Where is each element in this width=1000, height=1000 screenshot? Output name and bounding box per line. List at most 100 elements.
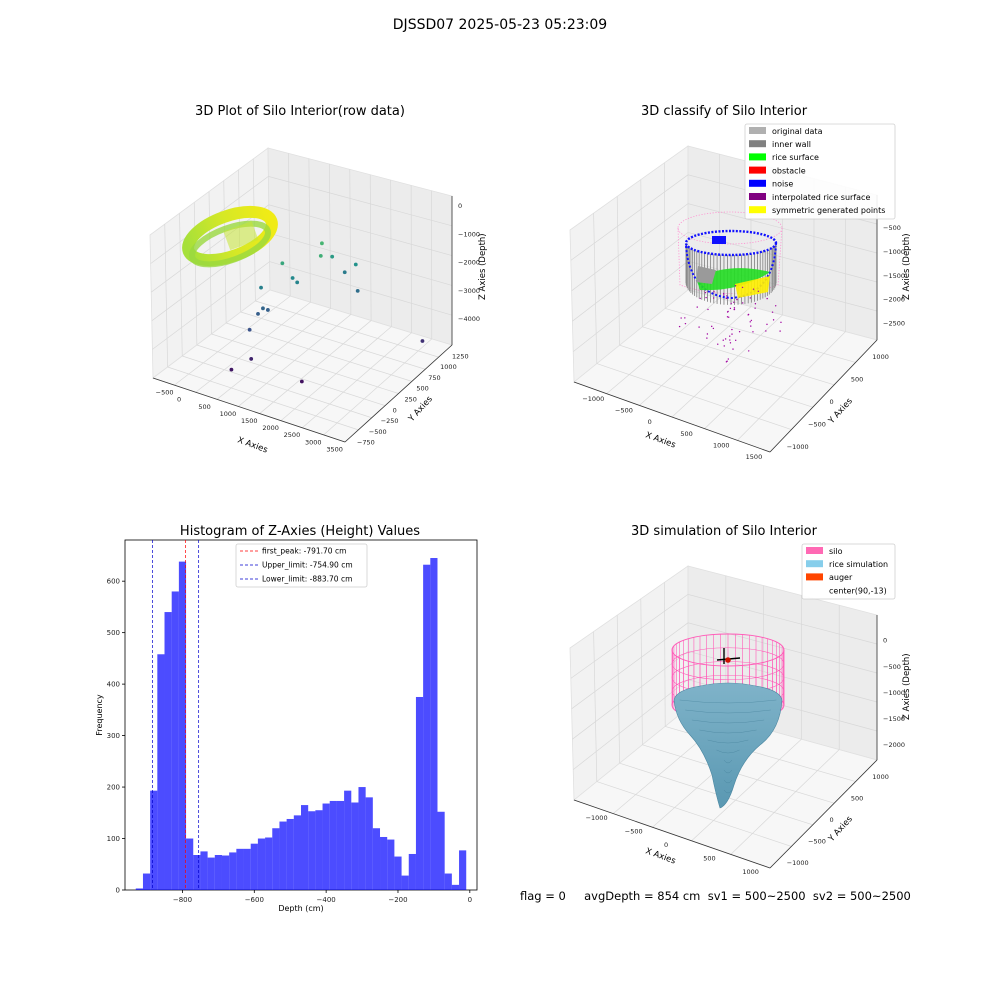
histogram-bar: [142, 873, 151, 890]
p2-x-tick: 1000: [713, 442, 730, 450]
plot1-silo-ring: [182, 205, 278, 268]
histogram-bar: [408, 853, 416, 890]
plot1-data-point: [320, 241, 324, 246]
histogram-bar: [135, 888, 143, 890]
plot1-data-point: [342, 270, 347, 275]
plot2-interpolated-point: [727, 316, 730, 318]
p2-y-tick: 500: [851, 376, 863, 384]
plot2-interpolated-point: [706, 333, 709, 335]
p4-y-tick: 0: [830, 816, 834, 824]
plot2-legend-swatch: [749, 193, 766, 200]
plot4-z-ticks: 0 −500 −1000 −1500 −2000: [883, 637, 905, 749]
p1-z-tick: 0: [458, 202, 462, 210]
p1-x-tick: 2000: [262, 424, 279, 432]
plot2-interpolated-point: [780, 321, 782, 324]
plot4-x-label: X Axies: [644, 846, 677, 866]
plot2-legend-swatch: [749, 140, 766, 148]
p4-x-tick: 500: [703, 855, 715, 863]
p2-y-tick: −500: [808, 420, 826, 428]
p1-x-tick: 3500: [326, 445, 343, 453]
p4-y-tick: 1000: [872, 773, 889, 781]
plot2-interpolated-point: [735, 339, 737, 342]
plot3-bars: [135, 558, 467, 890]
plot4-legend-label: rice simulation: [829, 560, 888, 569]
histogram-bar: [459, 850, 467, 890]
histogram-bar: [423, 564, 431, 890]
plot2-interpolated-point: [729, 307, 732, 310]
plot2-silo-cloud: [677, 211, 783, 363]
plot2-interpolated-point: [727, 358, 730, 360]
histogram-bar: [430, 558, 438, 890]
plot4-rice-mesh-line: [716, 749, 740, 754]
plot2-legend-label: rice surface: [772, 153, 819, 162]
plot2-interpolated-point: [726, 295, 728, 297]
x-tick-label: 0: [468, 896, 472, 904]
p4-z-tick: −1500: [883, 715, 905, 723]
plot1-z-ticks: 0 −1000 −2000 −3000 −4000: [458, 202, 480, 323]
histogram-bar: [387, 839, 395, 890]
plot4-rice-mesh-line: [723, 769, 733, 774]
plot2-interpolated-point: [713, 290, 715, 293]
p4-y-tick: 500: [851, 794, 863, 802]
plot1-x-label: X Axies: [236, 435, 269, 455]
p4-x-tick: −500: [625, 827, 643, 835]
histogram-bar: [236, 848, 244, 890]
plot1-data-point: [318, 254, 323, 258]
plot2-interpolated-point: [736, 298, 738, 301]
plot2-legend-swatch: [749, 179, 766, 187]
plot1-data-point: [355, 288, 360, 293]
y-tick-label: 200: [107, 784, 120, 792]
status-footer: flag = 0 avgDepth = 854 cm sv1 = 500~250…: [520, 889, 911, 903]
x-tick-label: −400: [317, 896, 336, 904]
plot2-interpolated-point: [712, 297, 715, 299]
plot2-x-ticks: −1000 −500 0 500 1000 1500: [582, 395, 762, 461]
plot2-interpolated-point: [766, 323, 768, 326]
p1-z-tick: −2000: [458, 259, 480, 267]
plot2-legend: original data inner wall rice surface obsta…: [744, 123, 896, 220]
p2-z-tick: −500: [883, 224, 901, 232]
plot2-legend-label: obstacle: [772, 166, 806, 175]
plot2-interpolated-point: [678, 325, 681, 328]
plot2-interpolated-point: [771, 311, 774, 313]
plot2-interpolated-point: [750, 319, 753, 322]
p4-x-tick: 0: [664, 841, 668, 849]
plot3-legend-label: Upper_limit: -754.90 cm: [262, 561, 353, 570]
plot3-x-ticks: −800 −600 −400 −200 0: [173, 890, 472, 904]
plot4-legend-label: auger: [829, 573, 853, 582]
plot3-y-ticks: 0 100 200 300 400 500 600: [107, 578, 125, 895]
plot4-legend-swatch: [806, 547, 823, 554]
plot2-interpolated-point: [749, 297, 752, 299]
histogram-bar: [286, 818, 294, 890]
plot2-interpolated-point: [734, 284, 737, 287]
histogram-bar: [164, 612, 172, 890]
p1-y-tick: −500: [369, 428, 387, 436]
plot2-interpolated-point: [684, 322, 687, 325]
plot3-title: Histogram of Z-Axies (Height) Values: [179, 524, 421, 539]
histogram-bar: [401, 875, 409, 890]
plot1-title: 3D Plot of Silo Interior(row data): [195, 104, 405, 119]
x-tick-label: −800: [173, 896, 192, 904]
histogram-bar: [157, 654, 165, 890]
p2-x-tick: 1500: [746, 453, 763, 461]
plot4-title: 3D simulation of Silo Interior: [631, 524, 817, 539]
p1-z-tick: −1000: [458, 230, 480, 238]
plot2-interpolated-point: [732, 348, 734, 350]
histogram-bar: [221, 855, 230, 890]
p1-x-tick: 2500: [284, 431, 301, 439]
plot1-data-point: [229, 367, 234, 372]
histogram-bar: [437, 811, 445, 890]
plot4-legend: silo rice simulation auger center(90,-13): [801, 543, 896, 600]
plot1-data-point: [261, 306, 265, 311]
histogram-bar: [329, 800, 337, 890]
y-tick-label: 400: [107, 681, 120, 689]
plot1-data-point: [256, 311, 260, 316]
plot2-interpolated-point: [711, 325, 713, 328]
plot4-rice-mesh-line: [723, 779, 733, 784]
histogram-bar: [214, 855, 222, 890]
plot2-interpolated-point: [684, 317, 686, 319]
histogram-bar: [207, 857, 215, 890]
p1-y-tick: 500: [416, 385, 428, 393]
plot4-silo-model: [671, 633, 785, 809]
p2-z-tick: −1000: [883, 248, 905, 256]
